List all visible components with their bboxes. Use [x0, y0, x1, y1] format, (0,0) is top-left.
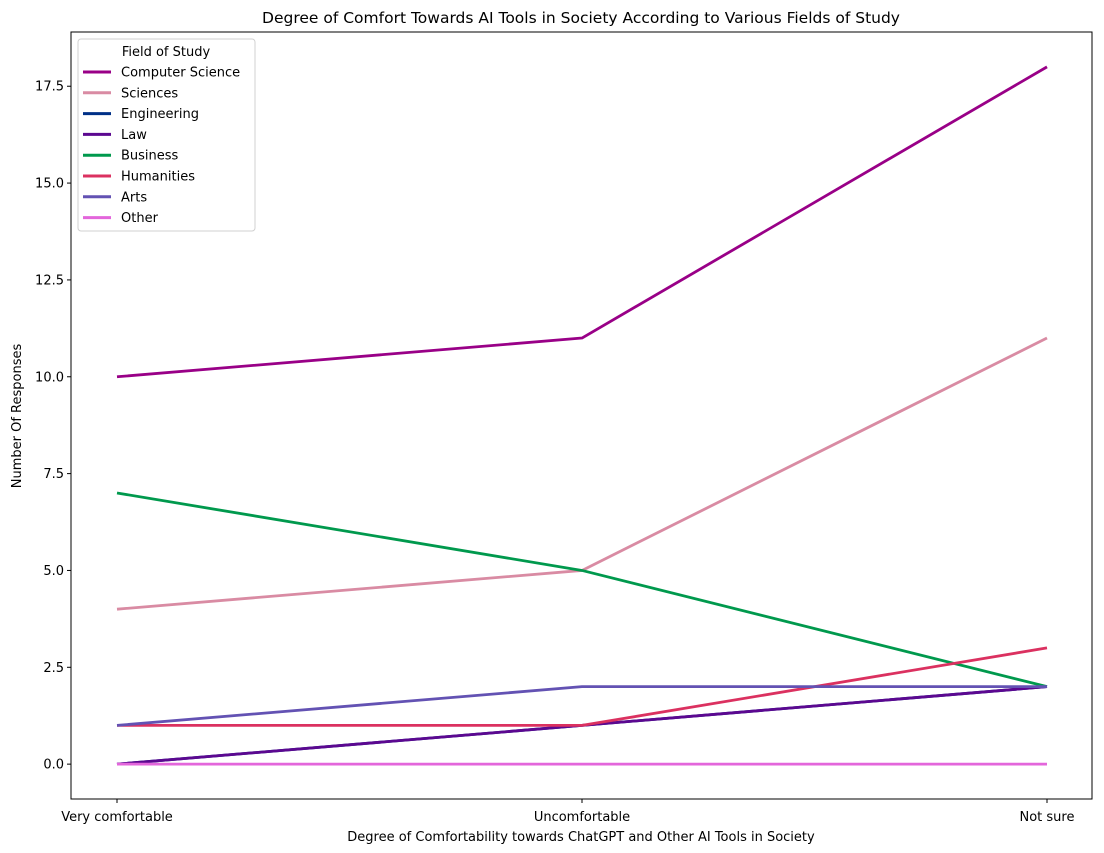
x-tick-label: Not sure	[1020, 810, 1075, 825]
legend-label: Engineering	[121, 107, 199, 122]
legend: Field of Study Computer Science Sciences E…	[77, 38, 256, 232]
legend-label: Law	[121, 128, 147, 143]
legend-label: Other	[121, 211, 159, 226]
legend-box	[77, 38, 256, 232]
legend-label: Business	[121, 149, 179, 164]
y-tick-label: 2.5	[43, 661, 64, 676]
x-tick-label: Uncomfortable	[534, 810, 630, 825]
y-axis-label: Number Of Responses	[10, 344, 25, 489]
series-line-5	[117, 646, 1048, 727]
y-tick-label: 5.0	[43, 564, 64, 579]
series-line-1	[116, 336, 1048, 611]
legend-items: Computer Science Sciences Engineering Law Bu…	[83, 66, 240, 226]
series-layer	[116, 65, 1048, 766]
y-tick-label: 7.5	[43, 467, 64, 482]
y-tick-label: 15.0	[35, 177, 64, 192]
y-axis: 0.0 2.5 5.0 7.5 10.0 12.5 15.0 17.5	[35, 80, 71, 773]
x-tick-label: Very comfortable	[61, 810, 173, 825]
legend-label: Computer Science	[121, 66, 240, 81]
x-axis-label: Degree of Comfortability towards ChatGPT…	[347, 830, 815, 845]
y-tick-label: 10.0	[35, 370, 64, 385]
x-axis: Very comfortable Uncomfortable Not sure	[61, 799, 1074, 825]
series-line-0	[116, 65, 1048, 379]
chart-title: Degree of Comfort Towards AI Tools in So…	[262, 9, 900, 27]
y-tick-label: 0.0	[43, 758, 64, 773]
legend-label: Humanities	[121, 170, 195, 185]
series-line-6	[116, 685, 1047, 727]
legend-label: Arts	[121, 190, 147, 205]
legend-title: Field of Study	[122, 45, 211, 60]
legend-label: Sciences	[121, 86, 178, 101]
series-line-4	[116, 491, 1048, 689]
y-tick-label: 12.5	[35, 273, 64, 288]
y-tick-label: 17.5	[35, 80, 64, 95]
